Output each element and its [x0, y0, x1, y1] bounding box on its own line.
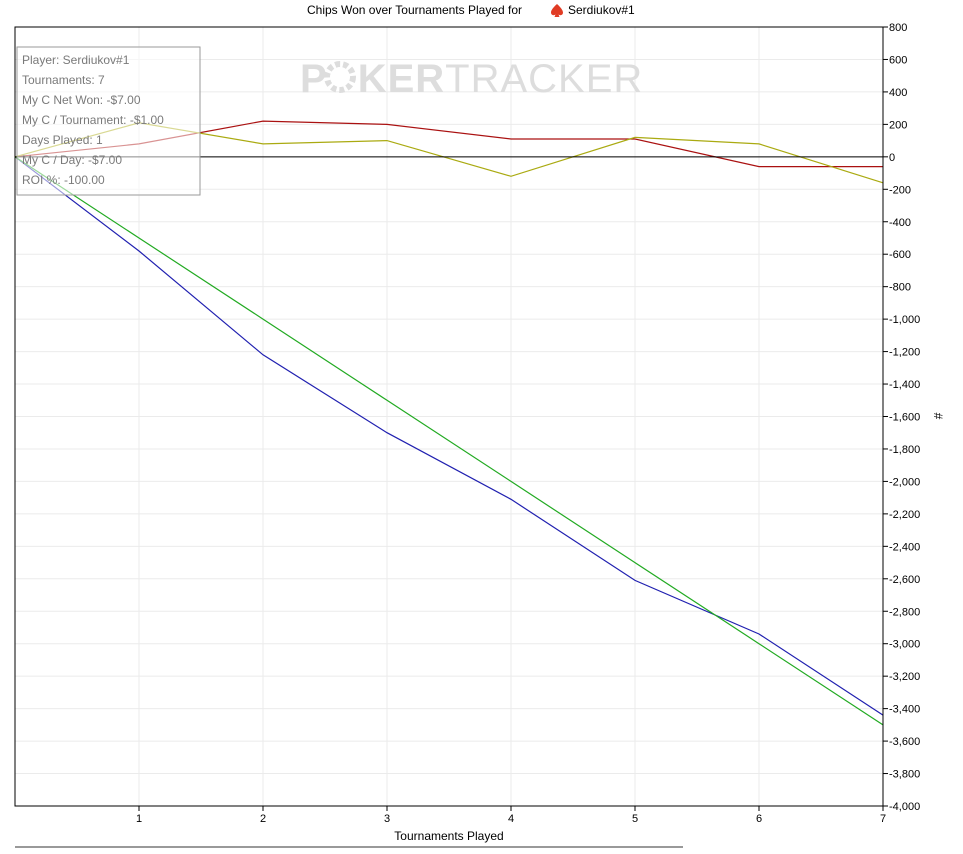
chart-title: Chips Won over Tournaments Played for	[307, 3, 522, 17]
stats-box-frame	[16, 46, 201, 196]
pokertracker-watermark: P KERTRACKER	[300, 57, 643, 101]
y-tick-label: -400	[889, 217, 911, 229]
y-tick-label: -2,200	[889, 509, 920, 521]
y-tick-label: -200	[889, 184, 911, 196]
x-tick-label: 3	[384, 813, 390, 825]
tick-labels: 800 600 400 200 0 -200 -400 -600 -800 -1,000 -1,20…	[136, 22, 920, 825]
y-tick-label: -3,400	[889, 704, 920, 716]
series-line-2	[14, 156, 884, 726]
stats-per-day: My C / Day: -$7.00	[22, 153, 122, 167]
x-tick-label: 6	[756, 813, 762, 825]
x-tick-label: 7	[880, 813, 886, 825]
y-tick-label: 200	[889, 119, 907, 131]
y-tick-label: 400	[889, 87, 907, 99]
y-tick-label: -1,000	[889, 314, 920, 326]
stats-player: Player: Serdiukov#1	[22, 53, 130, 67]
x-axis-title: Tournaments Played	[394, 829, 503, 843]
x-tick-label: 5	[632, 813, 638, 825]
y-tick-label: 600	[889, 54, 907, 66]
y-tick-label: -1,800	[889, 444, 920, 456]
series-line-1	[14, 156, 884, 716]
y-tick-label: -800	[889, 282, 911, 294]
stats-roi: ROI %: -100.00	[22, 173, 105, 187]
y-tick-label: -600	[889, 249, 911, 261]
y-tick-label: -3,800	[889, 769, 920, 781]
y-tick-label: -2,400	[889, 541, 920, 553]
poker-spade-icon	[551, 4, 563, 17]
y-tick-label: 0	[889, 152, 895, 164]
watermark-chip-icon	[324, 61, 356, 93]
y-tick-label: -1,200	[889, 347, 920, 359]
y-tick-label: -4,000	[889, 801, 920, 813]
y-tick-label: -3,600	[889, 736, 920, 748]
y-tick-label: -2,800	[889, 606, 920, 618]
y-axis-title: #	[931, 413, 945, 420]
y-tick-label: -3,200	[889, 671, 920, 683]
watermark-tracker: TRACKER	[445, 57, 643, 101]
y-tick-label: -2,600	[889, 574, 920, 586]
y-tick-label: -1,600	[889, 412, 920, 424]
x-tick-label: 1	[136, 813, 142, 825]
stats-net-won: My C Net Won: -$7.00	[22, 93, 141, 107]
stats-days-played: Days Played: 1	[22, 133, 103, 147]
x-tick-label: 2	[260, 813, 266, 825]
y-tick-label: -2,000	[889, 476, 920, 488]
y-tick-label: 800	[889, 22, 907, 34]
stats-tournaments: Tournaments: 7	[22, 73, 105, 87]
series-lines	[14, 120, 884, 726]
x-tick-label: 4	[508, 813, 514, 825]
y-tick-label: -1,400	[889, 379, 920, 391]
stats-box: Player: Serdiukov#1 Tournaments: 7 My C …	[16, 46, 201, 196]
chart-title-player: Serdiukov#1	[568, 3, 635, 17]
y-tick-label: -3,000	[889, 639, 920, 651]
stats-per-tournament: My C / Tournament: -$1.00	[22, 113, 164, 127]
